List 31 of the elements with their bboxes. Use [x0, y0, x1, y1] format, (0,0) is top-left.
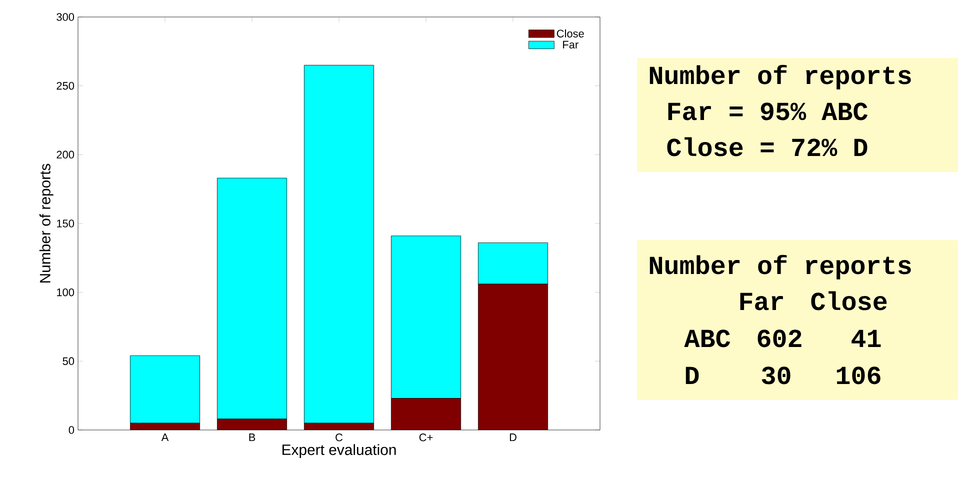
text: Far [740, 292, 783, 310]
bar [391, 398, 461, 430]
y-tick-label: 150 [57, 220, 74, 228]
y-tick-label: 300 [56, 13, 74, 21]
legend-label: Far [563, 40, 578, 49]
x-axis-title: Expert evaluation [282, 444, 396, 458]
y-tick-label: 100 [57, 288, 74, 296]
bar [217, 418, 287, 430]
y-tick-label: 250 [56, 82, 74, 90]
y-tick-label: 0 [68, 426, 74, 434]
y-axis-title: Number of reports [39, 164, 54, 282]
text: 30 [762, 366, 790, 384]
text: 602 [758, 330, 802, 348]
x-tick-label: D [510, 434, 516, 442]
legend-label: Close [556, 29, 584, 38]
x-tick-label: B [249, 434, 256, 442]
text: Far = 95% ABC [668, 102, 868, 120]
text: D [686, 366, 699, 384]
text: Close = 72% D [667, 137, 868, 156]
x-tick-label: C+ [419, 434, 433, 442]
y-tick-label: 200 [56, 150, 74, 159]
text: Close [811, 291, 887, 310]
text: Number of reports [650, 64, 911, 90]
text: 41 [852, 330, 881, 347]
x-tick-label: C [336, 434, 343, 442]
bar [478, 284, 548, 430]
text: Number of reports [650, 254, 911, 280]
y-tick-label: 50 [62, 357, 74, 366]
x-tick-label: A [161, 434, 169, 442]
text: 106 [836, 366, 880, 384]
text: ABC [684, 330, 730, 348]
